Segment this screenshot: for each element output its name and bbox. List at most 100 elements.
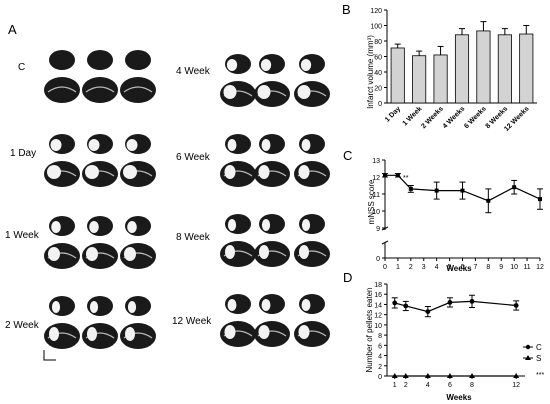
chart-d-x-tick-label: 4 <box>426 382 430 389</box>
data-point <box>434 188 439 193</box>
chart-c-x-tick-label: 1 <box>396 264 400 271</box>
lesion-area <box>127 221 137 233</box>
data-point <box>383 173 387 178</box>
panel-b-letter: B <box>342 2 351 17</box>
chart-b-category-label: 2 Weeks <box>420 105 445 130</box>
lesion-area <box>298 165 310 179</box>
chart-c-series-line <box>385 174 541 202</box>
chart-d-y-tick-label: 16 <box>374 292 382 299</box>
lesion-area <box>87 327 97 341</box>
chart-d-y-tick-label: 14 <box>374 302 382 309</box>
chart-b-ylabel: Infarct volume (mm³) <box>366 35 375 109</box>
legend-label-s: S <box>536 354 541 363</box>
data-point-triangle <box>391 373 398 378</box>
data-point-triangle <box>513 373 520 378</box>
lesion-area <box>89 221 99 233</box>
chart-d-y-tick-label: 12 <box>374 313 382 320</box>
data-point <box>538 197 542 202</box>
brain-section-large <box>120 77 156 103</box>
chart-c-x-tick-label: 9 <box>499 264 503 271</box>
lesion-area <box>226 59 238 71</box>
lesion-area <box>261 219 271 231</box>
chart-c-y-tick-label: 10 <box>372 209 380 216</box>
group-label-2-week: 2 Week <box>5 320 39 331</box>
lesion-area <box>125 327 135 341</box>
group-label-12-week: 12 Week <box>172 316 212 327</box>
lesion-area <box>127 301 137 313</box>
lesion-area <box>227 139 237 151</box>
section-detail <box>85 86 115 93</box>
legend-marker-c <box>525 344 531 350</box>
data-point-triangle <box>469 373 476 378</box>
chart-c-y-tick-label: 12 <box>372 175 380 182</box>
chart-c-x-tick-label: 0 <box>383 264 387 271</box>
bar <box>412 55 427 104</box>
chart-d-ylabel: Number of pellets eaten <box>365 288 374 373</box>
chart-c-x-tick-label: 3 <box>422 264 426 271</box>
lesion-area <box>89 301 99 313</box>
chart-b-y-tick-label: 0 <box>378 101 382 108</box>
lesion-area <box>258 325 270 339</box>
lesion-area <box>298 325 310 339</box>
group-label-4-week: 4 Week <box>176 66 210 77</box>
chart-c-x-tick-label: 4 <box>435 264 439 271</box>
chart-d-y-tick-label: 2 <box>378 364 382 371</box>
legend-label-c: C <box>536 343 542 352</box>
chart-d-x-tick-label: 12 <box>512 382 520 389</box>
data-point <box>395 173 400 178</box>
chart-b-y-tick-label: 40 <box>374 70 382 77</box>
data-point-triangle <box>424 373 431 378</box>
lesion-area <box>300 59 312 71</box>
data-point-circle <box>392 300 398 306</box>
panel-c-letter: C <box>343 148 353 163</box>
bar <box>454 34 470 104</box>
chart-d-x-tick-label: 6 <box>448 382 452 389</box>
data-point-circle <box>403 303 409 309</box>
chart-d-xlabel: Weeks <box>446 393 472 402</box>
lesion-area <box>258 165 270 179</box>
group-label-1-day: 1 Day <box>10 148 37 159</box>
chart-c-y-tick-label: 11 <box>373 192 380 199</box>
data-point <box>408 186 413 191</box>
lesion-area <box>261 139 271 151</box>
panel-d-letter: D <box>343 270 353 285</box>
chart-d-y-tick-label: 10 <box>374 323 382 330</box>
data-point <box>512 185 517 190</box>
pellets-eaten-line-chart: Number of pellets eaten Weeks C S *** 0 2… <box>365 282 544 402</box>
chart-d-annotation: *** <box>536 372 544 379</box>
chart-c-y-tick-label: 9 <box>376 226 380 233</box>
chart-b-y-tick-label: 100 <box>370 24 382 31</box>
brain-section-large <box>82 77 118 103</box>
lesion-area <box>224 325 236 339</box>
brain-section-small <box>125 50 151 70</box>
lesion-area <box>123 165 137 179</box>
chart-c-axis-break <box>381 240 389 245</box>
chart-c-ylabel: mNSS score <box>367 179 376 224</box>
lesion-area <box>227 219 237 231</box>
infarct-volume-bar-chart: Infarct volume (mm³) 0 20 40 60 80 100 120 1 Da… <box>366 8 537 133</box>
lesion-area <box>257 85 271 99</box>
bar <box>476 30 491 104</box>
brain-section-small <box>49 50 75 70</box>
lesion-area <box>51 301 61 313</box>
group-label-6-week: 6 Week <box>176 152 210 163</box>
chart-c-x-tick-label: 10 <box>510 264 518 271</box>
chart-c-x-tick-label: 8 <box>486 264 490 271</box>
lesion-area <box>227 299 237 311</box>
lesion-area <box>225 245 235 259</box>
lesion-area <box>224 165 236 179</box>
chart-b-y-tick-label: 80 <box>374 39 382 46</box>
chart-b-category-label: 6 Weeks <box>463 105 488 130</box>
chart-c-xlabel: Weeks <box>446 264 472 272</box>
group-label-8-week: 8 Week <box>176 232 210 243</box>
section-detail <box>123 86 153 93</box>
chart-d-y-tick-label: 8 <box>378 333 382 340</box>
lesion-area <box>301 299 311 311</box>
panel-a-letter: A <box>8 22 17 37</box>
chart-d-x-tick-label: 2 <box>404 382 408 389</box>
chart-c-x-tick-label: 6 <box>461 264 465 271</box>
bar <box>433 54 448 104</box>
lesion-area <box>260 59 272 71</box>
chart-b-y-tick-label: 20 <box>374 86 382 93</box>
